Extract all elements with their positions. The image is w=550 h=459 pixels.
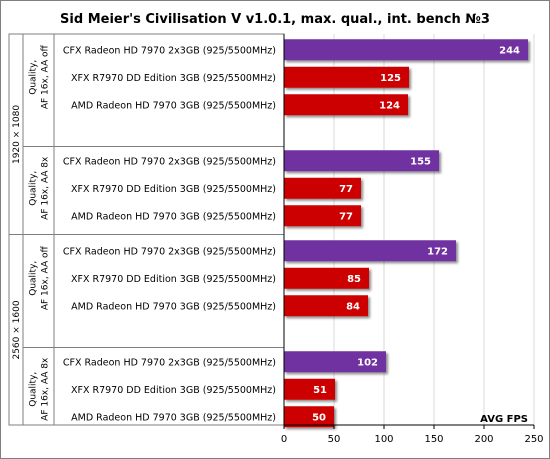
group-label: Quality, xyxy=(29,261,39,296)
bar xyxy=(284,378,335,400)
group-label: Quality, xyxy=(29,171,39,206)
bar xyxy=(284,177,361,199)
x-tick-label: 150 xyxy=(424,434,443,445)
data-label: 77 xyxy=(339,211,353,222)
x-tick-label: 250 xyxy=(524,434,543,445)
x-tick-label: 100 xyxy=(374,434,393,445)
resolution-label: 1920 × 1080 xyxy=(12,105,22,164)
category-label: CFX Radeon HD 7970 2x3GB (925/5500MHz) xyxy=(63,246,276,257)
data-label: 102 xyxy=(357,357,378,368)
category-label: XFX R7970 DD Edition 3GB (925/5500MHz) xyxy=(71,274,276,285)
bar xyxy=(284,351,386,373)
data-label: 51 xyxy=(313,385,327,396)
x-axis: 0 50 100 150 200 250 xyxy=(281,34,544,445)
data-label: 125 xyxy=(380,73,401,84)
group-label: AF 16x, AA 8x xyxy=(41,156,51,220)
group-label: Quality, xyxy=(29,60,39,95)
bar xyxy=(284,66,409,88)
data-label: 50 xyxy=(312,412,326,423)
group-label: AF 16x, AA off xyxy=(41,45,51,110)
x-tick-label: 50 xyxy=(328,434,341,445)
bar xyxy=(284,39,528,61)
label-panel-bg xyxy=(8,33,285,426)
data-label: 124 xyxy=(379,100,400,111)
data-label: 244 xyxy=(499,45,520,56)
bars: 244 125 124 155 77 77 172 85 84 102 51 50 xyxy=(284,39,528,428)
bar xyxy=(284,267,369,289)
category-label: AMD Radeon HD 7970 3GB (925/5500MHz) xyxy=(71,211,276,222)
data-label: 85 xyxy=(347,274,361,285)
resolution-label: 2560 × 1600 xyxy=(12,300,22,359)
category-label: AMD Radeon HD 7970 3GB (925/5500MHz) xyxy=(71,301,276,312)
category-label: CFX Radeon HD 7970 2x3GB (925/5500MHz) xyxy=(63,45,276,56)
x-tick-label: 200 xyxy=(474,434,493,445)
data-label: 84 xyxy=(346,301,360,312)
data-label: 77 xyxy=(339,184,353,195)
chart-title: Sid Meier's Civilisation V v1.0.1, max. … xyxy=(60,12,490,27)
category-label: CFX Radeon HD 7970 2x3GB (925/5500MHz) xyxy=(63,357,276,368)
group-label: Quality, xyxy=(29,372,39,407)
bar xyxy=(284,295,368,317)
bar xyxy=(284,150,439,172)
category-label: AMD Radeon HD 7970 3GB (925/5500MHz) xyxy=(71,100,276,111)
group-label: AF 16x, AA 8x xyxy=(41,357,51,421)
axis-title: AVG FPS xyxy=(480,414,528,425)
data-label: 172 xyxy=(427,246,448,257)
category-label: AMD Radeon HD 7970 3GB (925/5500MHz) xyxy=(71,412,276,423)
x-tick-label: 0 xyxy=(281,434,287,445)
category-label: XFX R7970 DD Edition 3GB (925/5500MHz) xyxy=(71,184,276,195)
data-label: 155 xyxy=(410,156,431,167)
category-label: XFX R7970 DD Edition 3GB (925/5500MHz) xyxy=(71,385,276,396)
category-label: CFX Radeon HD 7970 2x3GB (925/5500MHz) xyxy=(63,156,276,167)
bar xyxy=(284,240,456,262)
group-label: AF 16x, AA off xyxy=(41,246,51,311)
bar xyxy=(284,406,334,428)
bar xyxy=(284,94,408,116)
bar xyxy=(284,205,361,227)
category-label: XFX R7970 DD Edition 3GB (925/5500MHz) xyxy=(71,73,276,84)
